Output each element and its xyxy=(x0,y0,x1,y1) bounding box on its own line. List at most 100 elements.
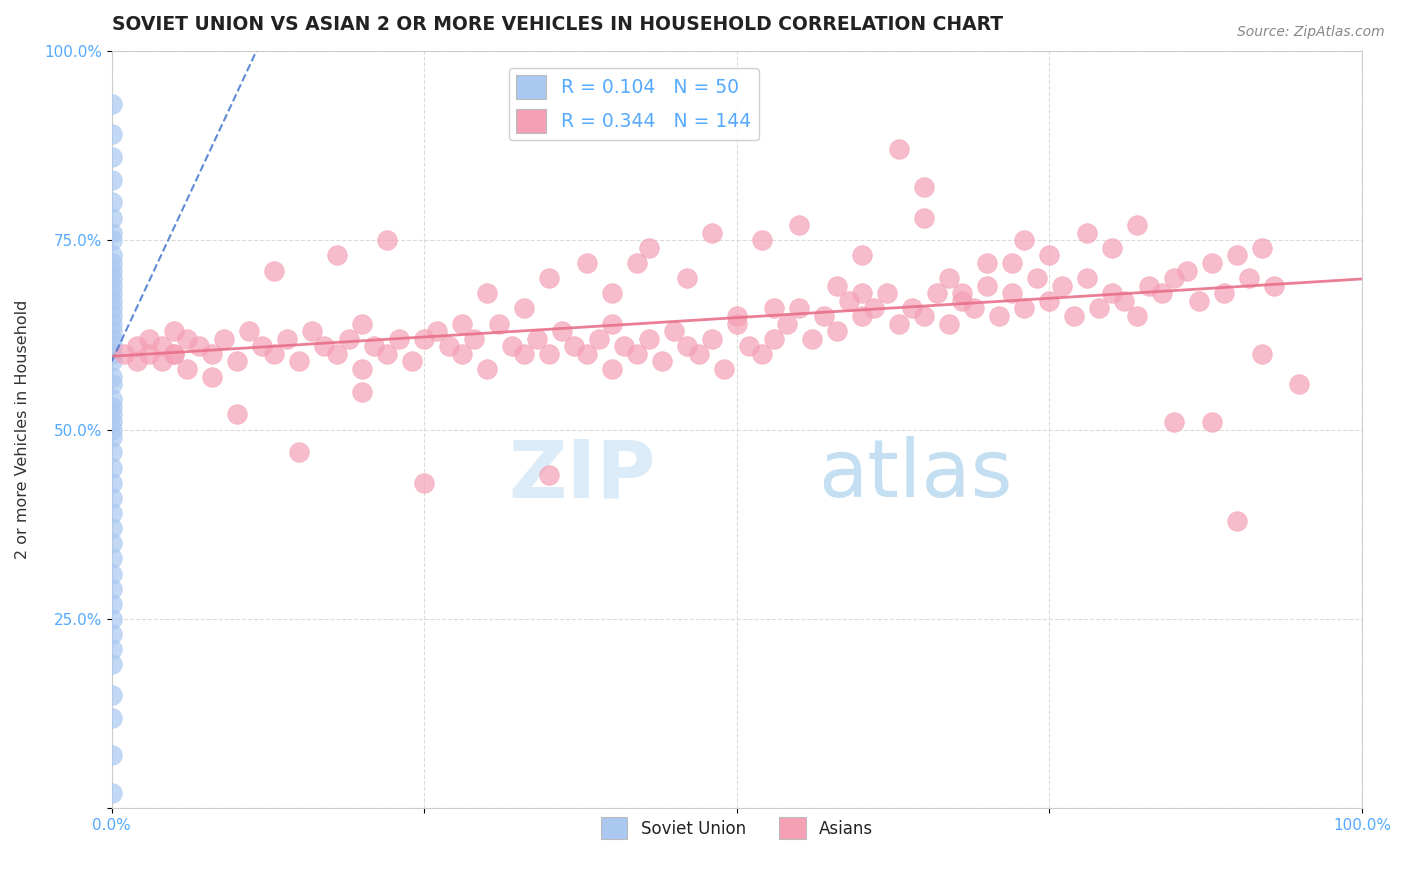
Point xyxy=(100,627,122,641)
Point xyxy=(1001,256,1024,270)
Text: Source: ZipAtlas.com: Source: ZipAtlas.com xyxy=(1237,25,1385,39)
Point xyxy=(725,317,748,331)
Point xyxy=(912,211,935,225)
Point xyxy=(100,748,122,763)
Point xyxy=(638,332,661,346)
Point xyxy=(176,362,198,376)
Point xyxy=(100,521,122,535)
Point xyxy=(163,324,186,338)
Point xyxy=(1076,271,1098,285)
Point xyxy=(263,347,285,361)
Point xyxy=(651,354,673,368)
Point xyxy=(626,256,648,270)
Point xyxy=(100,657,122,672)
Point xyxy=(100,536,122,550)
Point xyxy=(950,286,973,301)
Point xyxy=(725,309,748,323)
Point xyxy=(938,317,960,331)
Point xyxy=(1076,226,1098,240)
Point xyxy=(100,195,122,210)
Point xyxy=(800,332,823,346)
Point xyxy=(100,415,122,429)
Point xyxy=(100,392,122,407)
Point xyxy=(488,317,510,331)
Point xyxy=(100,309,122,323)
Point xyxy=(100,786,122,800)
Point xyxy=(938,271,960,285)
Point xyxy=(363,339,385,353)
Point xyxy=(588,332,610,346)
Point xyxy=(950,293,973,308)
Point xyxy=(375,233,398,247)
Point xyxy=(100,293,122,308)
Point xyxy=(613,339,636,353)
Point xyxy=(988,309,1011,323)
Point xyxy=(100,430,122,444)
Point xyxy=(163,347,186,361)
Point xyxy=(825,278,848,293)
Point xyxy=(288,354,311,368)
Y-axis label: 2 or more Vehicles in Household: 2 or more Vehicles in Household xyxy=(15,300,30,559)
Point xyxy=(100,408,122,422)
Point xyxy=(1163,415,1185,429)
Point xyxy=(301,324,323,338)
Point xyxy=(664,324,686,338)
Point xyxy=(375,347,398,361)
Point xyxy=(475,286,498,301)
Point xyxy=(437,339,460,353)
Point xyxy=(963,301,986,316)
Point xyxy=(626,347,648,361)
Point xyxy=(426,324,449,338)
Point xyxy=(1150,286,1173,301)
Point xyxy=(138,347,160,361)
Point xyxy=(100,96,122,111)
Point xyxy=(112,347,135,361)
Point xyxy=(600,286,623,301)
Point xyxy=(463,332,485,346)
Point xyxy=(1201,256,1223,270)
Point xyxy=(751,347,773,361)
Point xyxy=(1126,309,1149,323)
Point xyxy=(1263,278,1285,293)
Point xyxy=(100,150,122,164)
Point xyxy=(100,256,122,270)
Point xyxy=(675,339,697,353)
Point xyxy=(100,354,122,368)
Point xyxy=(163,347,186,361)
Point xyxy=(501,339,523,353)
Point xyxy=(513,347,536,361)
Point xyxy=(851,286,873,301)
Point xyxy=(551,324,574,338)
Point xyxy=(450,317,472,331)
Point xyxy=(100,248,122,262)
Point xyxy=(100,423,122,437)
Point xyxy=(700,226,723,240)
Point xyxy=(201,369,224,384)
Point xyxy=(225,408,247,422)
Point xyxy=(100,597,122,611)
Point xyxy=(825,324,848,338)
Point xyxy=(125,354,148,368)
Point xyxy=(776,317,799,331)
Point xyxy=(838,293,860,308)
Point xyxy=(751,233,773,247)
Point xyxy=(876,286,898,301)
Point xyxy=(100,263,122,277)
Point xyxy=(100,271,122,285)
Point xyxy=(100,582,122,596)
Point xyxy=(188,339,211,353)
Point xyxy=(475,362,498,376)
Point xyxy=(413,332,436,346)
Point xyxy=(912,180,935,194)
Point xyxy=(350,317,373,331)
Point xyxy=(100,566,122,581)
Point xyxy=(763,301,786,316)
Point xyxy=(150,354,173,368)
Point xyxy=(325,347,347,361)
Point xyxy=(675,271,697,285)
Point xyxy=(1126,218,1149,232)
Text: atlas: atlas xyxy=(818,436,1012,514)
Point xyxy=(1139,278,1161,293)
Point xyxy=(225,354,247,368)
Point xyxy=(713,362,735,376)
